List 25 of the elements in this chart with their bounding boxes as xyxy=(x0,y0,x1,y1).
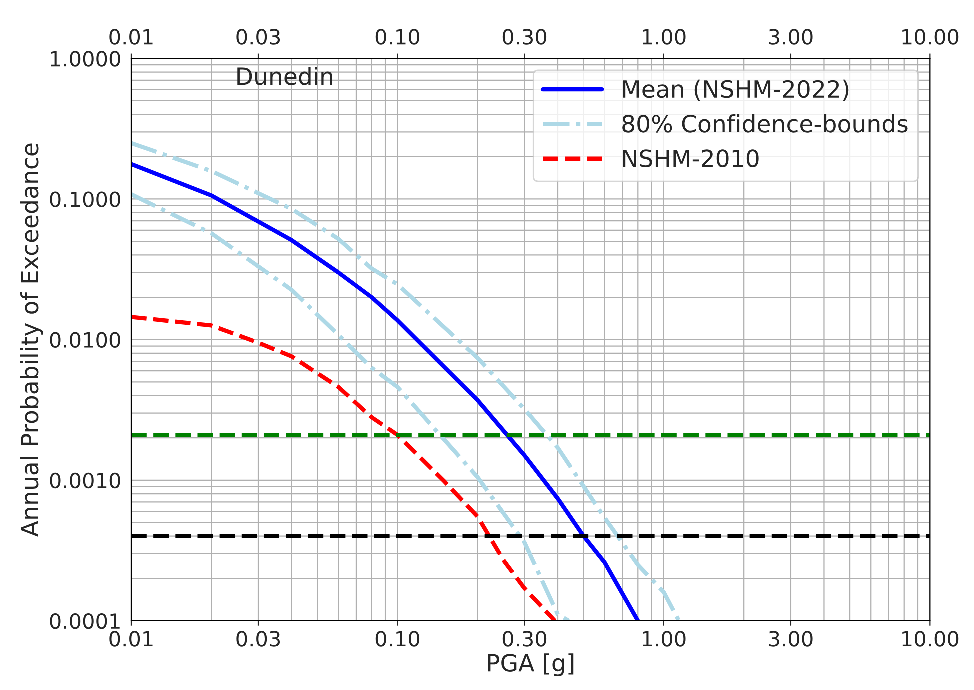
x-tick-label: 0.10 xyxy=(376,631,420,647)
annotation: Dunedin xyxy=(238,67,332,86)
y-tick-label: 0.1000 xyxy=(50,192,120,208)
y-tick-label: 0.0010 xyxy=(50,472,120,489)
text: 1.00 xyxy=(643,29,686,45)
text: 0.01 xyxy=(110,29,153,45)
x-tick-label: 0.03 xyxy=(236,631,280,647)
y-tick-label: 0.0100 xyxy=(50,332,120,348)
y-tick-label: 1.0000 xyxy=(51,51,120,67)
legend-label: NSHM-2010 xyxy=(623,150,759,168)
x-tick-label: 0.30 xyxy=(502,631,547,647)
x-tick-label: 0.01 xyxy=(110,631,153,647)
x-tick-label: 10.00 xyxy=(902,631,959,647)
text: 0.10 xyxy=(376,29,420,45)
text: 10.00 xyxy=(902,29,959,45)
legend-label: Mean (NSHM-2022) xyxy=(623,80,849,101)
text: 3.00 xyxy=(769,29,813,45)
text: 0.03 xyxy=(236,29,280,45)
x-tick-label: 3.00 xyxy=(769,631,813,647)
text: 0.30 xyxy=(502,29,547,45)
x-tick-label: 1.00 xyxy=(643,631,686,647)
y-tick-label: 0.0001 xyxy=(50,613,120,630)
x-axis-title: PGA [g] xyxy=(488,654,574,677)
y-axis-title: Annual Probability of Exceedance xyxy=(20,144,44,537)
legend-label: 80% Confidence-bounds xyxy=(622,114,908,133)
